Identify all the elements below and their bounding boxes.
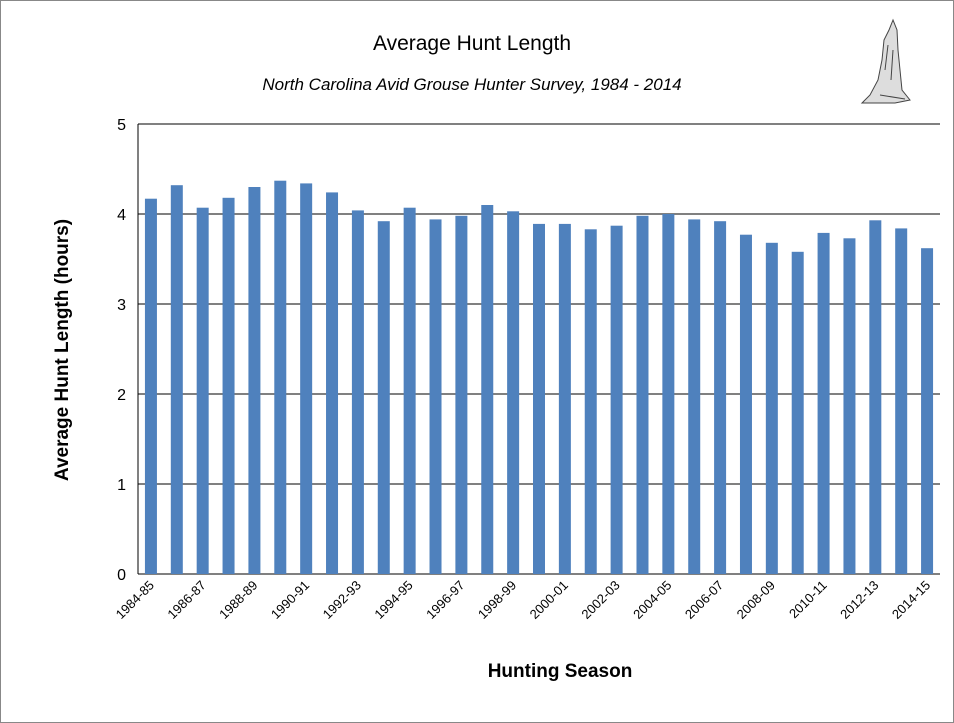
bar [688,219,701,574]
bar [144,198,157,574]
bar [248,187,261,574]
y-tick-label: 4 [117,207,126,224]
bar [403,207,416,574]
bar [377,221,390,574]
bar [429,219,442,574]
bar [895,228,908,574]
bar [507,211,520,575]
bar [636,215,649,575]
bar [326,192,339,574]
bar [921,248,934,574]
y-tick-label: 5 [117,117,126,134]
bar [533,223,545,574]
bar [791,251,804,575]
bar [662,214,675,574]
y-axis-title: Average Hunt Length (hours) [52,219,73,481]
bar [170,185,183,574]
bar [351,210,364,574]
bar [274,180,287,574]
bar [222,197,235,575]
x-axis-title: Hunting Season [488,661,633,682]
bar [843,238,856,575]
y-tick-label: 1 [117,477,126,494]
bar [739,234,752,574]
y-tick-label: 0 [117,567,126,584]
chart-title: Average Hunt Length [373,32,571,55]
bar [300,183,313,574]
bar [765,242,778,575]
bar [196,207,209,574]
y-tick-label: 2 [117,387,126,404]
bar [714,221,727,574]
bar [558,223,571,574]
chart-subtitle: North Carolina Avid Grouse Hunter Survey… [262,75,681,94]
bar [455,215,468,575]
bar [610,225,623,574]
bar [869,220,882,575]
bar [584,229,597,575]
bar [481,205,494,574]
y-tick-label: 3 [117,297,126,314]
bar [817,232,830,574]
grouse-icon [860,18,911,104]
